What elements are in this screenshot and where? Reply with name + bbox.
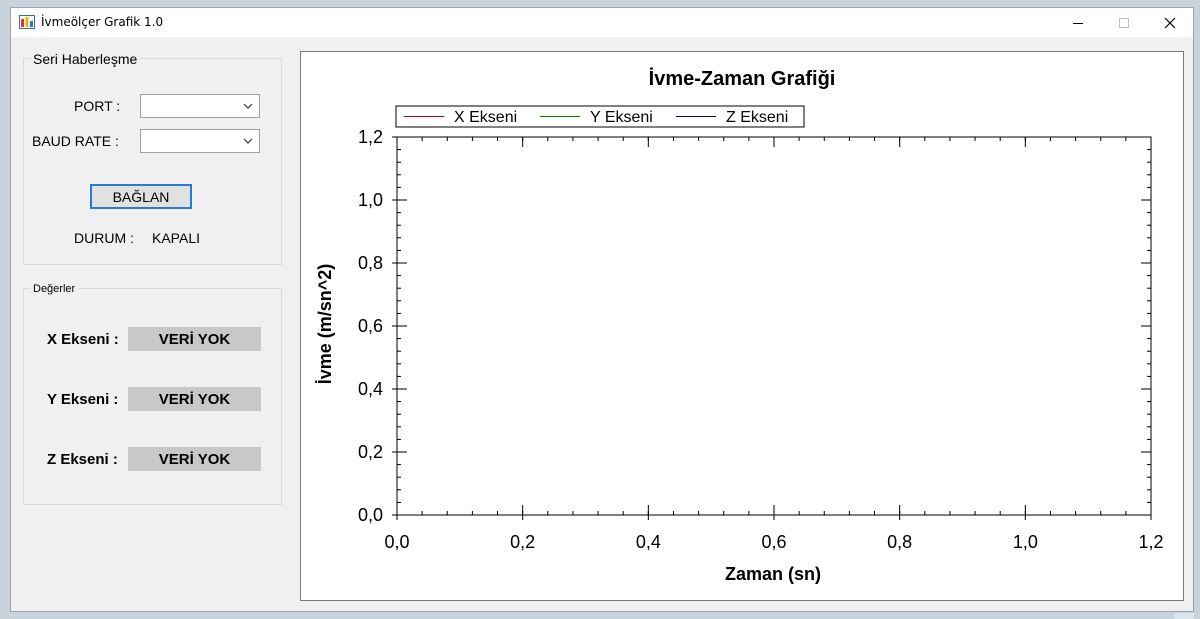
x-tick-label: 0,4 [636, 532, 661, 552]
y-axis-value: VERİ YOK [128, 387, 261, 411]
x-tick-label: 0,0 [384, 532, 409, 552]
x-tick-label: 0,2 [510, 532, 535, 552]
legend-label-2: Y Ekseni [590, 109, 653, 126]
z-axis-value: VERİ YOK [128, 447, 261, 471]
x-tick-label: 0,8 [887, 532, 912, 552]
app-icon [19, 15, 35, 29]
status-value: KAPALI [152, 230, 200, 246]
legend-label-3: Z Ekseni [726, 109, 788, 126]
close-icon [1164, 17, 1176, 28]
x-axis-value: VERİ YOK [128, 327, 261, 351]
y-tick-label: 1,2 [358, 127, 383, 147]
chart-title: İvme-Zaman Grafiği [649, 67, 836, 90]
connect-button[interactable]: BAĞLAN [90, 184, 192, 209]
x-tick-label: 1,2 [1138, 532, 1163, 552]
x-axis-title: Zaman (sn) [725, 564, 821, 584]
chevron-down-icon [243, 138, 253, 144]
maximize-icon [1119, 17, 1129, 28]
y-tick-label: 1,0 [358, 190, 383, 210]
chart-legend: X Ekseni Y Ekseni Z Ekseni [395, 105, 805, 128]
window-title: İvmeölçer Grafik 1.0 [41, 15, 164, 29]
legend-label-1: X Ekseni [454, 109, 517, 126]
port-select[interactable] [140, 94, 260, 118]
close-button[interactable] [1147, 8, 1193, 37]
y-tick-label: 0,6 [358, 316, 383, 336]
y-axis-title: İvme (m/sn^2) [315, 264, 335, 385]
chevron-down-icon [243, 103, 253, 109]
title-bar: İvmeölçer Grafik 1.0 [11, 8, 1193, 37]
x-tick-label: 0,6 [761, 532, 786, 552]
background-strip [1174, 613, 1194, 619]
z-axis-label: Z Ekseni : [47, 451, 118, 468]
y-tick-label: 0,8 [358, 253, 383, 273]
legend-box [395, 105, 805, 128]
y-tick-label: 0,2 [358, 442, 383, 462]
minimize-button[interactable] [1055, 8, 1101, 37]
baud-rate-label: BAUD RATE : [32, 133, 119, 149]
minimize-icon [1073, 22, 1083, 24]
main-window: İvmeölçer Grafik 1.0 Seri Haberleşme POR… [10, 7, 1194, 612]
values-group: Değerler X Ekseni : VERİ YOK Y Ekseni : … [23, 283, 282, 505]
maximize-button[interactable] [1101, 8, 1147, 37]
status-label: DURUM : [74, 230, 134, 246]
port-label: PORT : [74, 98, 121, 114]
x-tick-label: 1,0 [1013, 532, 1038, 552]
serial-group-title: Seri Haberleşme [30, 51, 141, 67]
serial-group: Seri Haberleşme PORT : BAUD RATE : BAĞLA… [23, 51, 282, 265]
baud-rate-select[interactable] [140, 129, 260, 153]
y-tick-label: 0,0 [358, 505, 383, 525]
acceleration-chart: İvme-Zaman Grafiği X Ekseni Y Ekseni Z Eks… [315, 67, 1164, 584]
y-axis-label: Y Ekseni : [47, 391, 119, 408]
chart-panel: İvme-Zaman Grafiği X Ekseni Y Ekseni Z Eks… [300, 51, 1184, 601]
chart-axes: 0,0 0,2 0,4 0,6 0,8 1,0 1,2 0,0 0,2 0,4 0,6 0,8 1,0 1… [358, 127, 1164, 552]
y-tick-label: 0,4 [358, 379, 383, 399]
plot-area [396, 136, 1152, 516]
values-group-title: Değerler [30, 283, 79, 295]
x-axis-label: X Ekseni : [47, 331, 119, 348]
